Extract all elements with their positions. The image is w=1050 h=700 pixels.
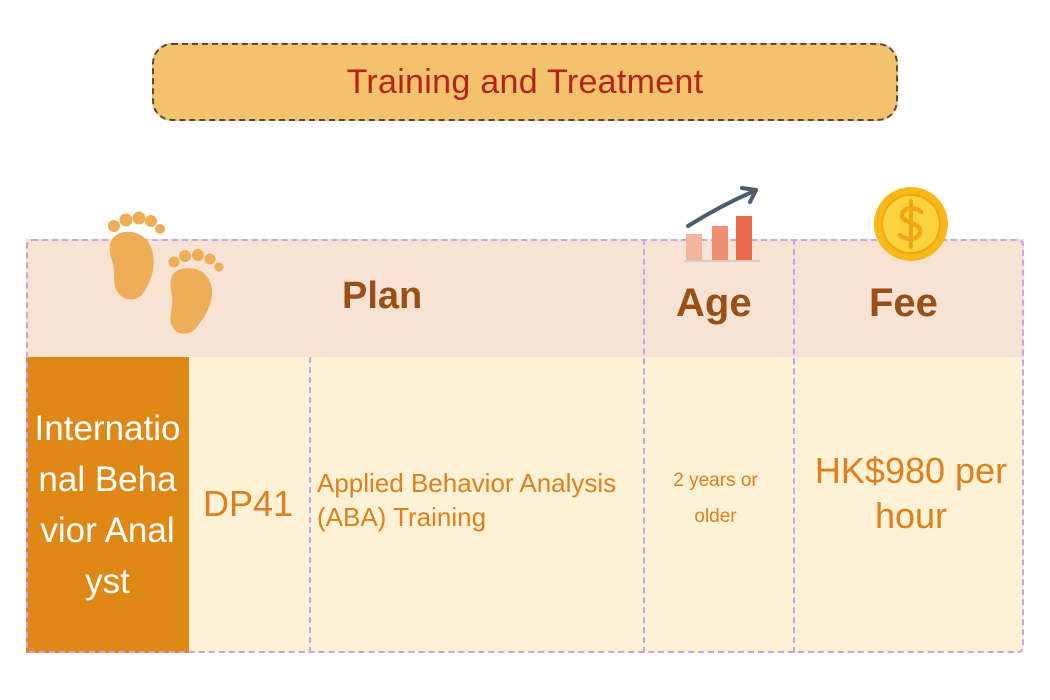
growth-chart-icon (684, 186, 760, 262)
title-banner: Training and Treatment (152, 43, 898, 121)
fee-header: Fee (869, 281, 938, 325)
fee-amount: HK$980 per hour (814, 450, 1008, 536)
provider-cell: International Behavior Analyst (26, 357, 189, 653)
column-divider (643, 239, 645, 653)
provider-name: International Behavior Analyst (34, 409, 181, 601)
column-divider (309, 357, 311, 653)
dollar-coin-icon (874, 187, 948, 261)
page-title: Training and Treatment (346, 62, 704, 101)
table-outline (26, 239, 1024, 653)
age-header: Age (676, 281, 752, 325)
plan-description: Applied Behavior Analysis (ABA) Training (317, 468, 617, 532)
age-requirement: 2 years or older (673, 470, 758, 527)
plan-header: Plan (342, 275, 423, 317)
footprints-icon (108, 211, 224, 334)
table-body-row (26, 357, 1024, 653)
plan-code: DP41 (203, 483, 294, 524)
column-divider (793, 239, 795, 653)
plan-table: International Behavior Analyst Plan Age … (26, 239, 1024, 653)
